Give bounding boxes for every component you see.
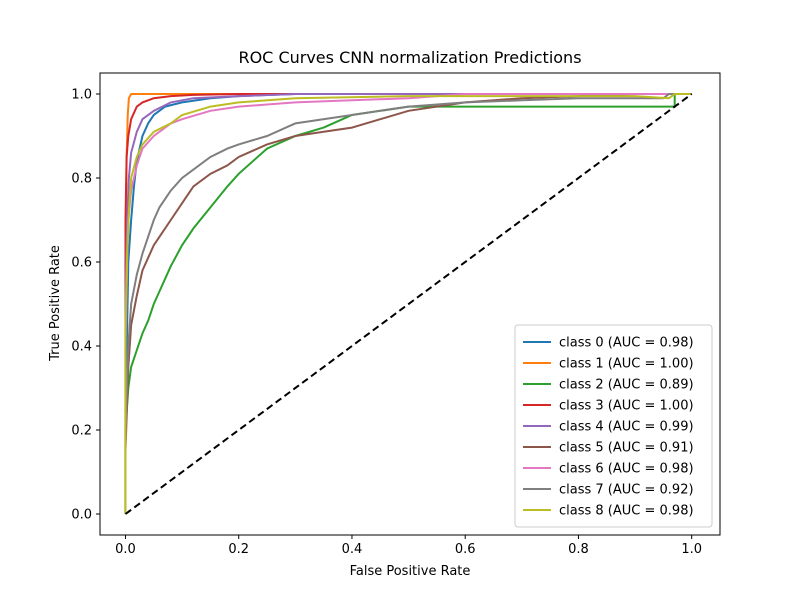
legend-entry-label: class 8 (AUC = 0.98): [559, 504, 694, 519]
y-tick-label: 0.0: [71, 508, 92, 523]
y-axis-label: True Positive Rate: [48, 245, 63, 362]
x-axis-label: False Positive Rate: [350, 564, 471, 579]
y-tick-label: 0.8: [71, 172, 92, 187]
x-tick-label: 0.8: [568, 542, 589, 557]
legend-entry-label: class 0 (AUC = 0.98): [559, 336, 694, 351]
chart-title: ROC Curves CNN normalization Predictions: [238, 48, 581, 67]
y-tick-label: 0.2: [71, 424, 92, 439]
x-tick-label: 0.6: [455, 542, 476, 557]
legend-entry-label: class 3 (AUC = 1.00): [559, 399, 694, 414]
y-tick-label: 0.6: [71, 256, 92, 271]
series-line-class-3: [124, 93, 692, 514]
legend-entry-label: class 2 (AUC = 0.89): [559, 378, 694, 393]
x-tick-label: 0.0: [115, 542, 136, 557]
reference-diagonal-line: [124, 93, 693, 515]
legend-box: [514, 324, 713, 528]
legend: class 0 (AUC = 0.98) class 1 (AUC = 1.00)…: [514, 324, 713, 528]
legend-entry-label: class 7 (AUC = 0.92): [559, 483, 694, 498]
series-line-class-4: [124, 93, 692, 514]
x-tick-label: 0.2: [228, 542, 249, 557]
legend-entry-label: class 5 (AUC = 0.91): [559, 441, 694, 456]
axes: 0.0 0.2 0.4 0.6 0.8 1.0 0.0 0.2 0.4 0.6 0.8 1.0: [71, 72, 721, 557]
legend-entry-label: class 6 (AUC = 0.98): [559, 462, 694, 477]
plot-area: [124, 93, 693, 515]
series-line-class-8: [124, 93, 692, 514]
y-tick-label: 0.4: [71, 340, 92, 355]
legend-entry-label: class 1 (AUC = 1.00): [559, 357, 694, 372]
x-tick-label: 0.4: [342, 542, 363, 557]
axes-frame: [99, 72, 721, 536]
series-line-class-7: [124, 93, 692, 514]
y-tick-label: 1.0: [71, 88, 92, 103]
series-line-class-2: [124, 93, 692, 514]
legend-entry-label: class 4 (AUC = 0.99): [559, 420, 694, 435]
x-tick-label: 1.0: [681, 542, 702, 557]
